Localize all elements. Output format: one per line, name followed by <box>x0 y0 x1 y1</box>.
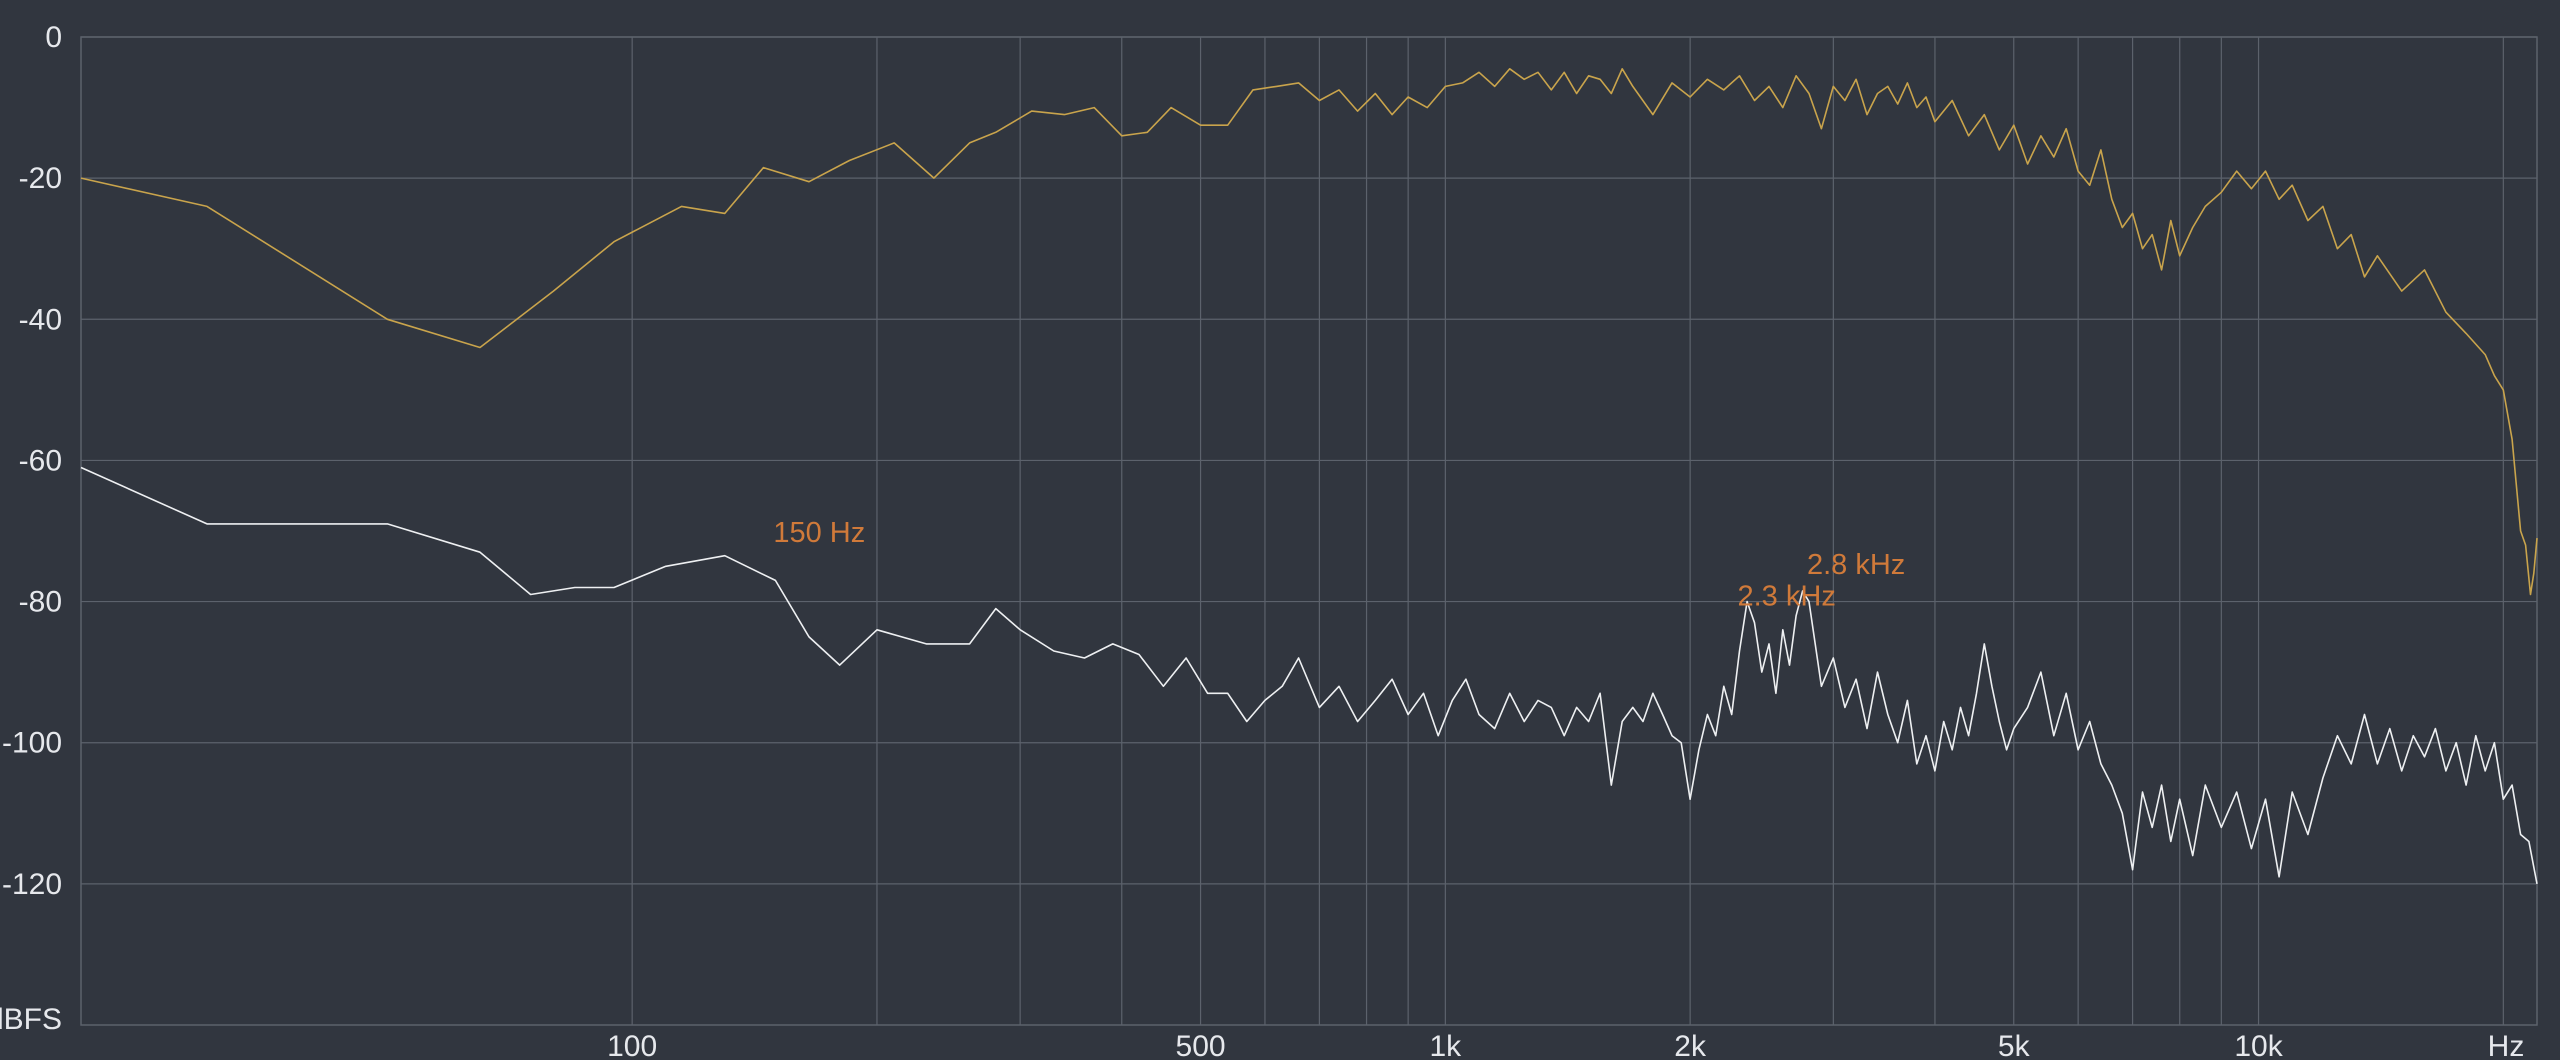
y-tick-label: -80 <box>19 586 62 619</box>
x-axis-unit-label: Hz <box>2488 1030 2525 1060</box>
plot-frame <box>80 36 2538 1026</box>
peak-annotation: 2.3 kHz <box>1738 581 1836 613</box>
peak-annotation: 2.8 kHz <box>1807 549 1905 581</box>
grid <box>80 36 2538 1026</box>
y-tick-label: 0 <box>45 21 62 54</box>
y-tick-label: -120 <box>2 868 62 901</box>
x-tick-label: 100 <box>607 1030 657 1060</box>
y-tick-label: -40 <box>19 303 62 336</box>
x-tick-label: 2k <box>1674 1030 1707 1060</box>
x-tick-label: 10k <box>2234 1030 2283 1060</box>
series-line-1 <box>80 68 2538 596</box>
y-tick-label: -60 <box>19 444 62 477</box>
y-tick-label: -100 <box>2 727 62 760</box>
y-tick-label: -20 <box>19 162 62 195</box>
peak-annotation: 150 Hz <box>773 517 865 549</box>
x-tick-label: 1k <box>1430 1030 1463 1060</box>
x-tick-label: 500 <box>1176 1030 1226 1060</box>
x-tick-label: 5k <box>1998 1030 2031 1060</box>
axis-labels: Hz dBFS 0 -20 -40 -60 -80 -100 -120 100 500 1k 2k 5… <box>0 21 2524 1060</box>
y-axis-unit-label: dBFS <box>0 1003 62 1036</box>
series-layer <box>80 68 2538 885</box>
series-line-2 <box>80 466 2538 885</box>
